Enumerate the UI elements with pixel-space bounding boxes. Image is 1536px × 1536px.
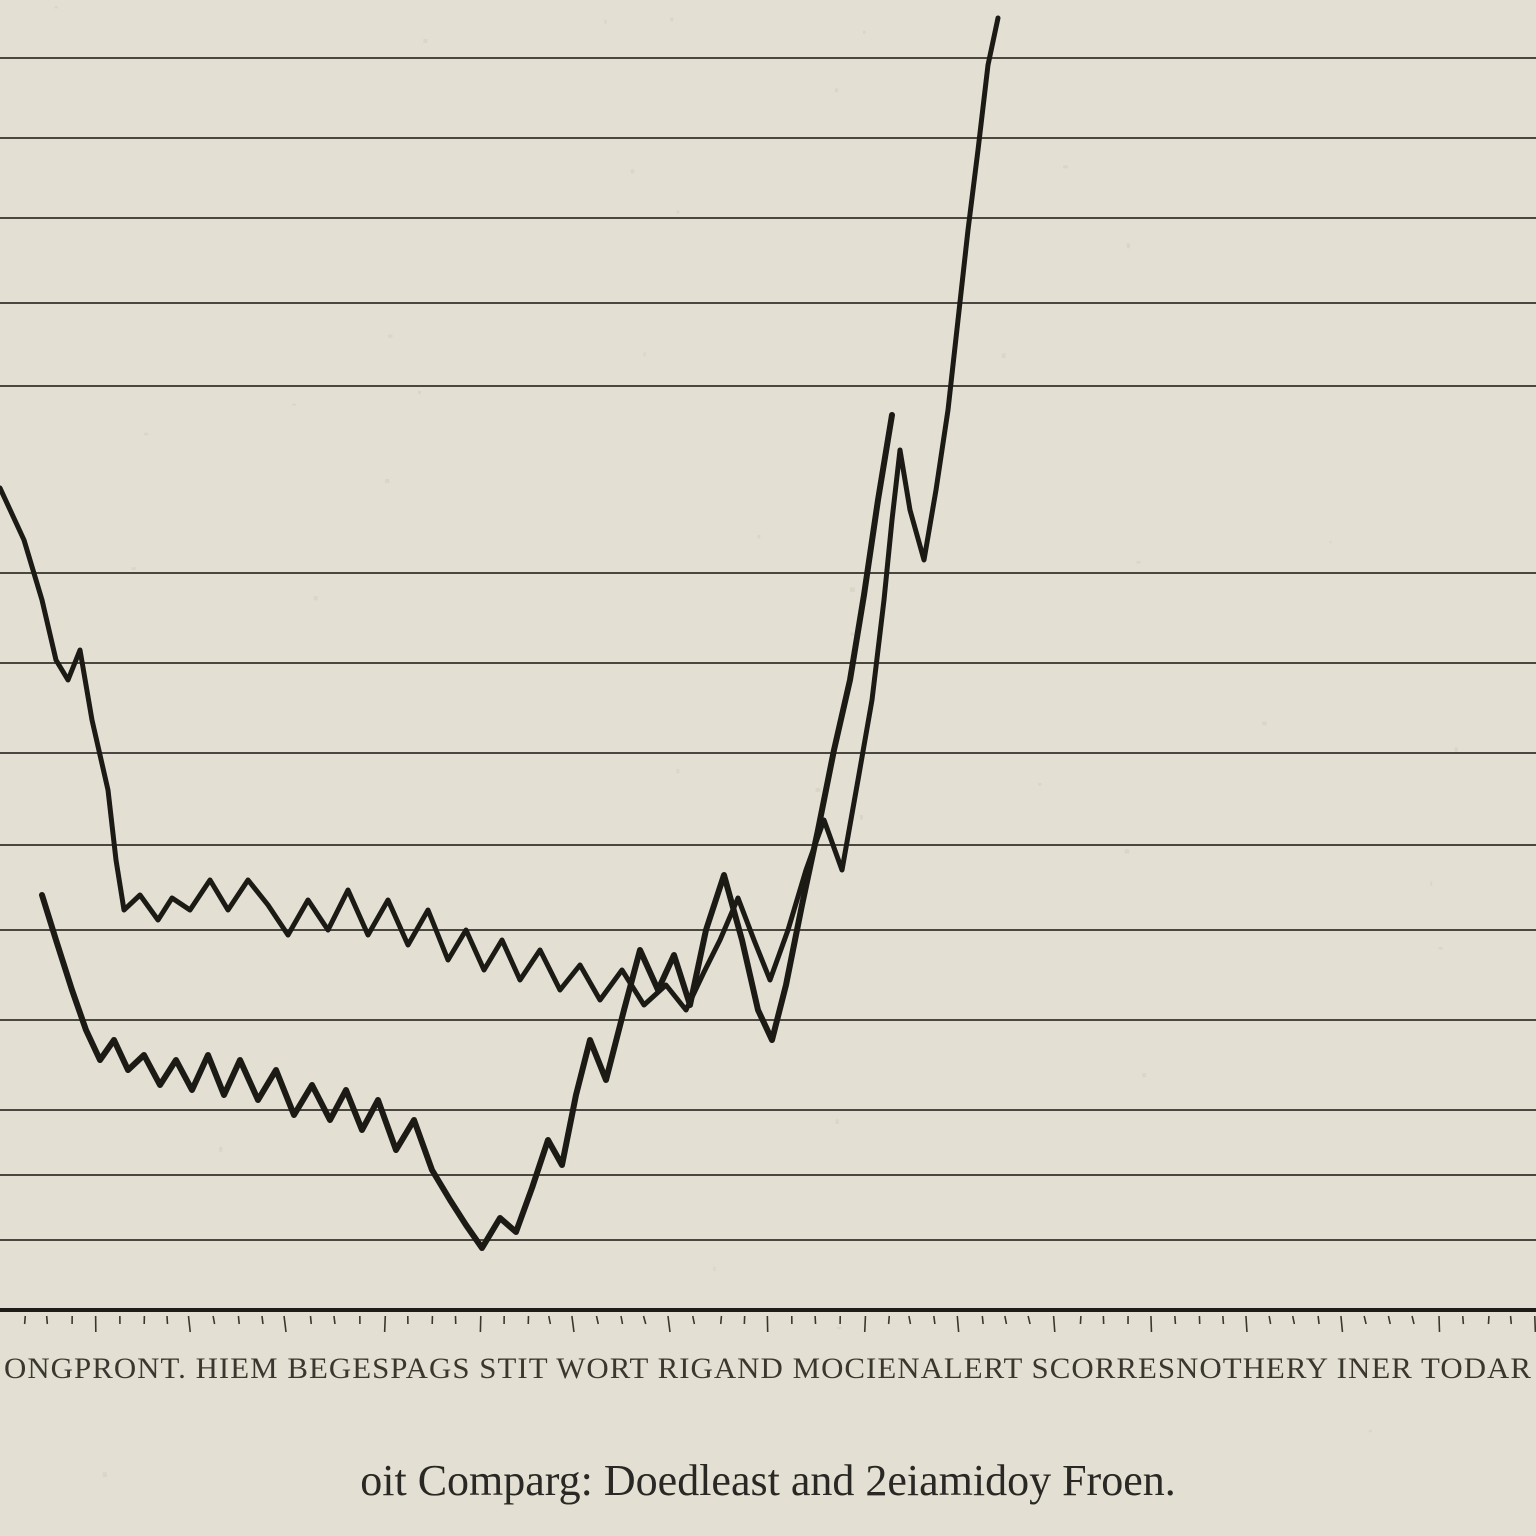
x-axis-tick	[1246, 1316, 1247, 1332]
x-axis-tick	[385, 1316, 386, 1332]
x-axis-tick	[1151, 1316, 1152, 1332]
x-axis-tick	[167, 1316, 168, 1324]
x-axis-tick	[1175, 1316, 1176, 1324]
x-axis-tick	[982, 1316, 983, 1324]
x-axis-tick	[310, 1316, 311, 1324]
chart-background	[0, 0, 1536, 1536]
x-axis-tick	[1223, 1316, 1224, 1324]
x-axis-tick	[1318, 1316, 1319, 1324]
x-axis-tick	[238, 1316, 239, 1324]
x-axis-tick	[721, 1316, 722, 1324]
x-axis-tick	[334, 1316, 335, 1324]
x-axis-tick	[1511, 1316, 1512, 1324]
chart-page: { "chart": { "type": "line", "canvas": {…	[0, 0, 1536, 1536]
x-axis-label: ONGPRONT. HIEM BEGESPAGS STIT WORT RIGAN…	[4, 1352, 1532, 1385]
x-axis-tick	[1535, 1316, 1536, 1332]
line-chart: ONGPRONT. HIEM BEGESPAGS STIT WORT RIGAN…	[0, 0, 1536, 1536]
x-axis-tick	[865, 1316, 866, 1332]
x-axis-tick	[25, 1316, 26, 1324]
x-axis-tick	[47, 1316, 48, 1324]
x-axis-tick	[262, 1316, 263, 1324]
x-axis-tick	[889, 1316, 890, 1324]
chart-caption: oit Comparg: Doedleast and 2eiamidoy Fro…	[360, 1456, 1175, 1505]
x-axis-tick	[934, 1316, 935, 1324]
x-axis-tick	[1463, 1316, 1464, 1324]
